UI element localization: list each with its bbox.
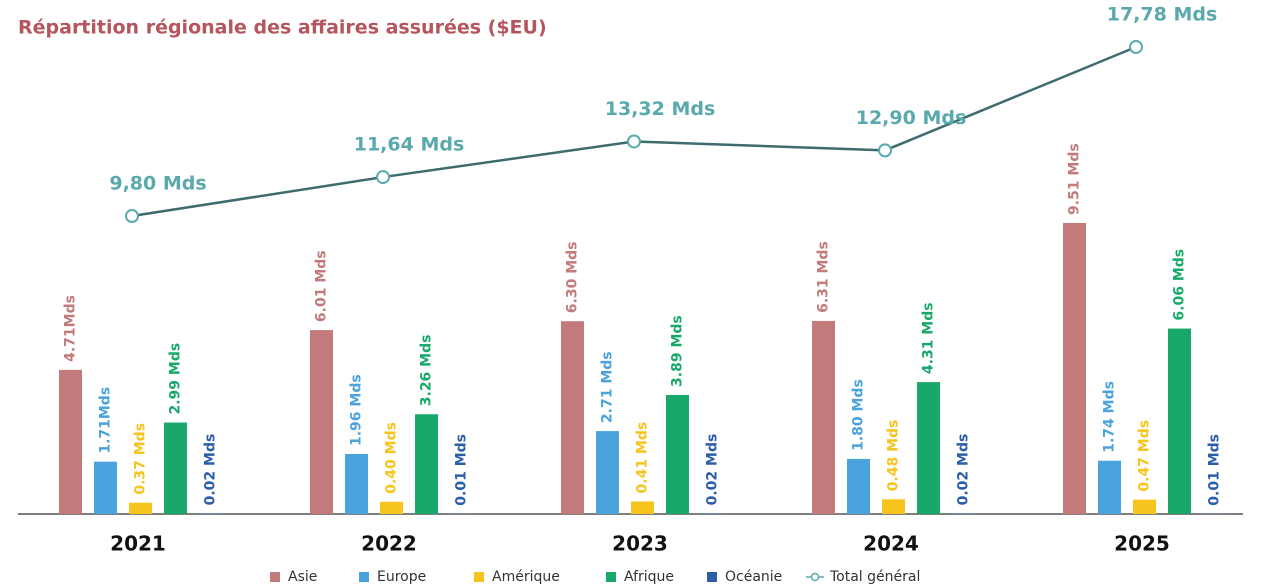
x-tick-label: 2024 bbox=[863, 532, 919, 556]
value-label: 6.01 Mds bbox=[314, 250, 330, 322]
bar bbox=[199, 513, 222, 514]
value-label: 3.89 Mds bbox=[670, 315, 686, 387]
total-label: 12,90 Mds bbox=[856, 107, 967, 129]
legend-label: Océanie bbox=[725, 569, 782, 585]
value-label: 0.41 Mds bbox=[635, 422, 651, 494]
value-label: 1.80 Mds bbox=[851, 379, 867, 451]
total-line bbox=[131, 45, 1137, 218]
x-tick-label: 2025 bbox=[1114, 532, 1170, 556]
value-label: 6.31 Mds bbox=[816, 241, 832, 313]
value-label: 0.02 Mds bbox=[203, 434, 219, 506]
value-label: 4.31 Mds bbox=[921, 302, 937, 374]
bar bbox=[129, 502, 152, 514]
value-label: 4.71Mds bbox=[63, 295, 79, 362]
bar bbox=[1133, 499, 1156, 514]
value-label: 0.01 Mds bbox=[454, 434, 470, 506]
total-marker bbox=[125, 209, 139, 224]
bar bbox=[666, 394, 689, 514]
chart-title: Répartition régionale des affaires assur… bbox=[18, 17, 547, 39]
legend-label: Afrique bbox=[624, 569, 674, 585]
x-tick-label: 2023 bbox=[612, 532, 668, 556]
legend-swatch bbox=[474, 572, 484, 582]
bar bbox=[882, 499, 905, 514]
total-marker bbox=[878, 143, 892, 158]
bar bbox=[952, 513, 975, 514]
value-label: 6.06 Mds bbox=[1172, 249, 1188, 321]
total-label: 9,80 Mds bbox=[109, 173, 206, 195]
value-label: 0.02 Mds bbox=[956, 434, 972, 506]
bar bbox=[701, 513, 724, 514]
value-label: 1.71Mds bbox=[98, 387, 114, 454]
value-label: 9.51 Mds bbox=[1067, 143, 1083, 215]
value-label: 1.96 Mds bbox=[349, 374, 365, 446]
legend-swatch bbox=[359, 572, 369, 582]
bar bbox=[94, 461, 117, 514]
value-label: 0.37 Mds bbox=[133, 423, 149, 495]
legend-label: Europe bbox=[377, 569, 426, 585]
total-marker bbox=[627, 134, 641, 149]
bar bbox=[917, 382, 940, 514]
bar bbox=[1063, 222, 1086, 514]
x-tick-label: 2021 bbox=[110, 532, 166, 556]
legend-swatch bbox=[810, 572, 820, 582]
bar bbox=[596, 431, 619, 514]
total-marker bbox=[376, 170, 390, 185]
total-label: 11,64 Mds bbox=[354, 134, 465, 156]
bar bbox=[345, 454, 368, 514]
value-label: 0.47 Mds bbox=[1137, 420, 1153, 492]
value-label: 0.02 Mds bbox=[705, 434, 721, 506]
bar bbox=[310, 330, 333, 514]
bar bbox=[380, 501, 403, 514]
value-label: 1.74 Mds bbox=[1102, 381, 1118, 453]
bar bbox=[631, 501, 654, 514]
legend-label: Total général bbox=[829, 569, 920, 585]
value-label: 0.01 Mds bbox=[1207, 434, 1223, 506]
legend-label: Asie bbox=[288, 569, 317, 585]
bar bbox=[59, 369, 82, 514]
total-label: 17,78 Mds bbox=[1107, 4, 1218, 26]
total-marker bbox=[1129, 40, 1143, 55]
total-label: 13,32 Mds bbox=[605, 98, 716, 120]
bar bbox=[1168, 328, 1191, 514]
bar bbox=[1098, 460, 1121, 514]
bar bbox=[415, 414, 438, 514]
value-label: 3.26 Mds bbox=[419, 335, 435, 407]
legend-swatch bbox=[707, 572, 717, 582]
value-label: 0.48 Mds bbox=[886, 420, 902, 492]
value-label: 6.30 Mds bbox=[565, 242, 581, 314]
bar bbox=[812, 320, 835, 514]
legend-swatch bbox=[606, 572, 616, 582]
legend-label: Amérique bbox=[492, 569, 560, 585]
x-tick-label: 2022 bbox=[361, 532, 417, 556]
bar bbox=[561, 321, 584, 514]
bar bbox=[847, 458, 870, 514]
value-label: 2.99 Mds bbox=[168, 343, 184, 415]
value-label: 0.40 Mds bbox=[384, 422, 400, 494]
legend-swatch bbox=[270, 572, 280, 582]
value-label: 2.71 Mds bbox=[600, 351, 616, 423]
bar bbox=[164, 422, 187, 514]
